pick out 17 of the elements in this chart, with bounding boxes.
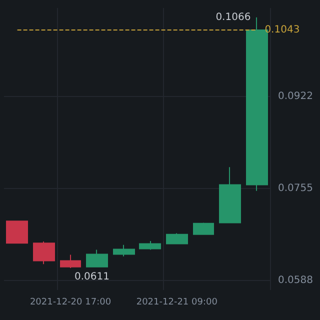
candlestick xyxy=(86,249,108,268)
y-tick-label: 0.0588 xyxy=(278,275,313,286)
candlestick xyxy=(139,240,161,250)
candlestick xyxy=(219,166,241,224)
y-tick-label: 0.0755 xyxy=(278,183,313,194)
ref-line-label: 0.1043 xyxy=(264,24,300,36)
candlestick xyxy=(33,241,55,265)
annotation: 0.0611 xyxy=(74,271,110,282)
candlestick xyxy=(6,220,28,244)
x-tick-label: 2021-12-20 17:00 xyxy=(30,298,112,308)
annotation: 0.1066 xyxy=(216,12,251,23)
x-tick-label: 2021-12-21 09:00 xyxy=(136,298,218,308)
candlestick xyxy=(166,232,188,245)
candlestick xyxy=(113,244,135,257)
y-tick-label: 0.0922 xyxy=(278,91,313,102)
candlestick xyxy=(193,222,214,235)
candlestick xyxy=(60,254,81,268)
